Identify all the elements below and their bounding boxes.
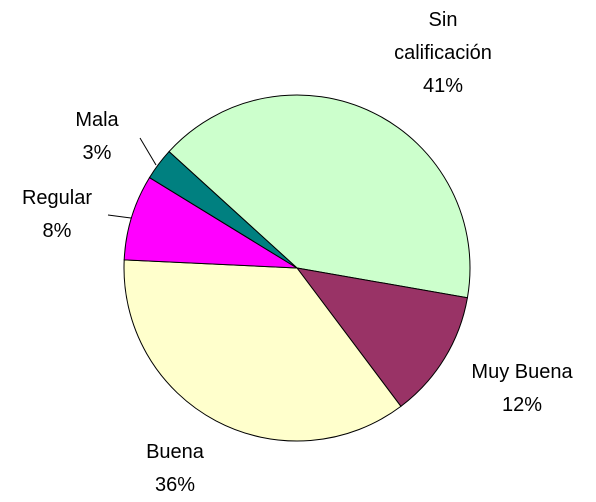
value-label: 8% — [42, 220, 72, 242]
value-label: 41% — [422, 75, 464, 97]
slice-label: Buena 36% — [115, 436, 235, 502]
category-label: Buena — [146, 441, 204, 463]
pie-slice — [148, 150, 298, 269]
leader-line — [107, 214, 132, 219]
slice-label: Mala 3% — [57, 104, 137, 170]
slice-label: Sin calificación 41% — [378, 4, 508, 103]
value-label: 36% — [154, 474, 196, 496]
pie-slice — [295, 267, 469, 408]
value-label: 12% — [501, 394, 543, 416]
leader-line — [139, 137, 157, 166]
category-label: Muy Buena — [471, 361, 573, 383]
category-label: Sin calificación — [394, 9, 492, 64]
slice-label: Muy Buena 12% — [442, 356, 596, 422]
pie-slice — [123, 259, 402, 442]
pie — [123, 94, 471, 442]
category-label: Regular — [21, 187, 93, 209]
pie-slice — [168, 94, 471, 299]
value-label: 3% — [82, 142, 112, 164]
category-label: Mala — [75, 109, 119, 131]
slice-label: Regular 8% — [2, 182, 112, 248]
